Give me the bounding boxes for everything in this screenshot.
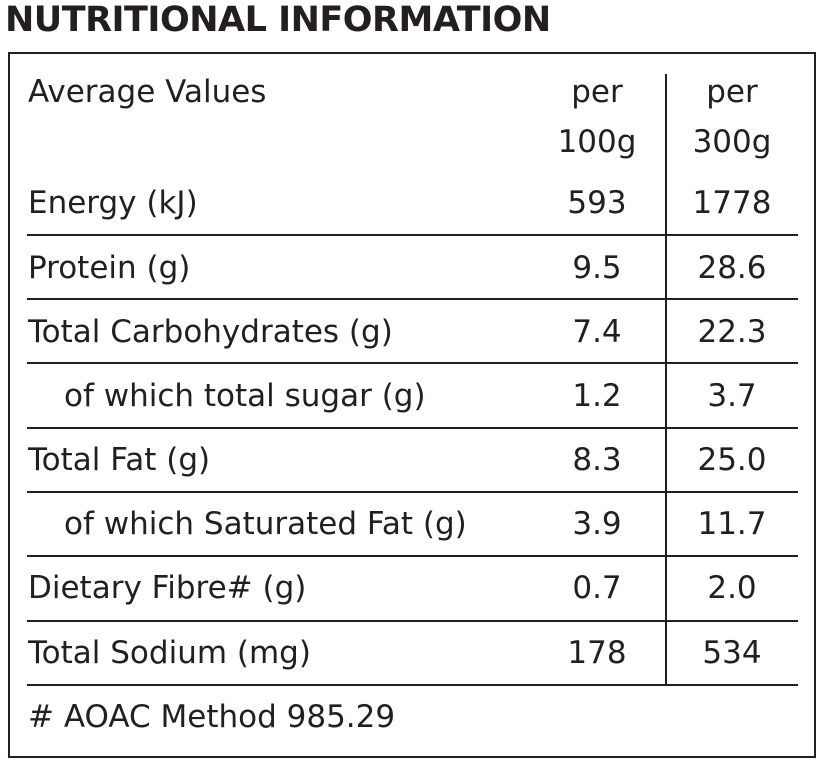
row-value-carbohydrates-per100g: 7.4 — [572, 314, 622, 350]
row-label-fibre: Dietary Fibre# (g) — [28, 570, 307, 606]
row-value-fat-per100g: 8.3 — [572, 442, 622, 478]
row-value-sodium-per100g: 178 — [567, 635, 627, 671]
row-label-saturated-fat: of which Saturated Fat (g) — [64, 506, 467, 542]
row-label-energy: Energy (kJ) — [28, 185, 198, 221]
row-divider — [27, 362, 798, 364]
row-divider — [27, 298, 798, 300]
row-label-protein: Protein (g) — [28, 250, 191, 286]
row-divider — [27, 555, 798, 557]
row-label-sodium: Total Sodium (mg) — [28, 635, 311, 671]
header-per100g-line1: per — [571, 74, 623, 110]
row-divider — [27, 234, 798, 236]
page-title: NUTRITIONAL INFORMATION — [5, 0, 551, 40]
column-divider — [665, 74, 667, 686]
row-value-energy-per300g: 1778 — [692, 185, 772, 221]
footnote: # AOAC Method 985.29 — [28, 699, 396, 735]
row-value-saturated-fat-per300g: 11.7 — [697, 506, 767, 542]
row-value-fat-per300g: 25.0 — [697, 442, 767, 478]
row-label-sugar: of which total sugar (g) — [64, 378, 426, 414]
row-divider — [27, 491, 798, 493]
row-value-sodium-per300g: 534 — [702, 635, 762, 671]
nutrition-table: Average Values per 100g per 300g Energy … — [8, 52, 816, 758]
row-value-fibre-per300g: 2.0 — [707, 570, 757, 606]
row-value-sugar-per300g: 3.7 — [707, 378, 757, 414]
row-value-protein-per300g: 28.6 — [697, 250, 767, 286]
row-value-protein-per100g: 9.5 — [572, 250, 622, 286]
row-divider — [27, 620, 798, 622]
row-value-fibre-per100g: 0.7 — [572, 570, 622, 606]
header-per100g-line2: 100g — [557, 124, 637, 160]
header-label: Average Values — [28, 74, 267, 110]
row-label-fat: Total Fat (g) — [28, 442, 211, 478]
header-per300g-line1: per — [706, 74, 758, 110]
row-divider — [27, 684, 798, 686]
row-value-sugar-per100g: 1.2 — [572, 378, 622, 414]
row-label-carbohydrates: Total Carbohydrates (g) — [28, 314, 393, 350]
header-per300g-line2: 300g — [692, 124, 772, 160]
row-value-saturated-fat-per100g: 3.9 — [572, 506, 622, 542]
row-value-energy-per100g: 593 — [567, 185, 627, 221]
row-divider — [27, 427, 798, 429]
row-value-carbohydrates-per300g: 22.3 — [697, 314, 767, 350]
